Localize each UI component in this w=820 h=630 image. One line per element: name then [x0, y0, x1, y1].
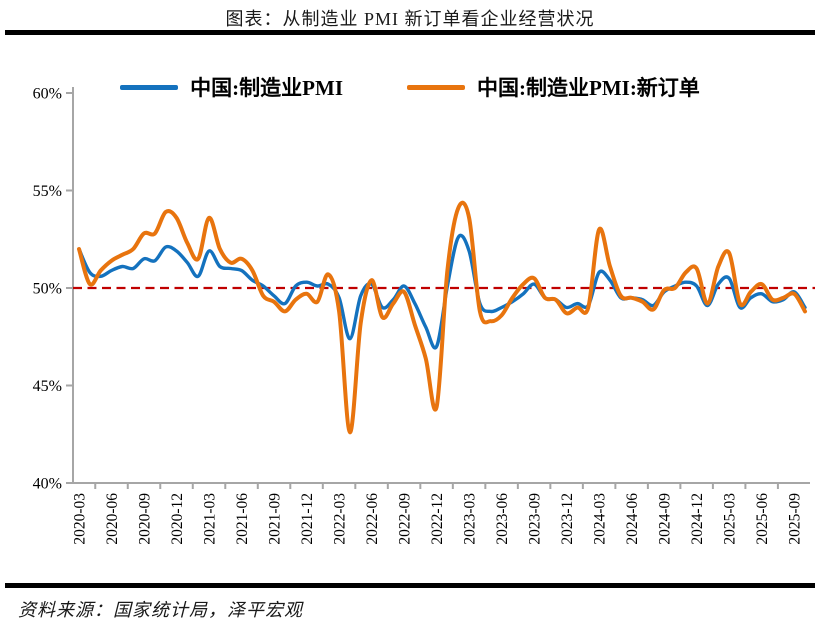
svg-text:40%: 40% — [33, 476, 62, 493]
svg-text:2024-06: 2024-06 — [624, 493, 641, 545]
svg-text:2025-09: 2025-09 — [787, 493, 804, 545]
svg-text:2021-12: 2021-12 — [299, 493, 316, 545]
source-note: 资料来源：国家统计局，泽平宏观 — [18, 600, 303, 620]
title-divider — [5, 30, 815, 35]
legend-label-pmi: 中国:制造业PMI — [190, 76, 343, 100]
svg-text:2021-09: 2021-09 — [267, 493, 284, 545]
legend-item-pmi: 中国:制造业PMI — [120, 72, 343, 102]
svg-text:50%: 50% — [33, 281, 62, 298]
svg-text:45%: 45% — [33, 378, 62, 395]
svg-text:55%: 55% — [33, 183, 62, 200]
svg-text:2023-09: 2023-09 — [527, 493, 544, 545]
svg-text:2020-06: 2020-06 — [104, 493, 121, 545]
svg-text:2023-12: 2023-12 — [559, 493, 576, 545]
legend: 中国:制造业PMI 中国:制造业PMI:新订单 — [0, 72, 820, 102]
legend-item-new-orders: 中国:制造业PMI:新订单 — [407, 72, 700, 102]
svg-text:2021-06: 2021-06 — [234, 493, 251, 545]
svg-text:2024-09: 2024-09 — [657, 493, 674, 545]
svg-text:2025-06: 2025-06 — [754, 493, 771, 545]
svg-text:2022-06: 2022-06 — [364, 493, 381, 545]
footer-divider — [5, 583, 815, 588]
svg-text:2024-03: 2024-03 — [592, 493, 609, 545]
svg-text:2025-03: 2025-03 — [722, 493, 739, 545]
svg-text:2024-12: 2024-12 — [689, 493, 706, 545]
svg-text:2020-03: 2020-03 — [72, 493, 89, 545]
svg-text:2021-03: 2021-03 — [202, 493, 219, 545]
legend-label-new-orders: 中国:制造业PMI:新订单 — [477, 76, 700, 100]
svg-text:60%: 60% — [33, 86, 62, 103]
svg-text:2023-03: 2023-03 — [462, 493, 479, 545]
svg-text:2022-09: 2022-09 — [397, 493, 414, 545]
svg-text:2020-12: 2020-12 — [169, 493, 186, 545]
chart-title: 图表：从制造业 PMI 新订单看企业经营状况 — [225, 9, 595, 29]
legend-swatch-pmi — [120, 84, 179, 90]
svg-text:2020-09: 2020-09 — [137, 493, 154, 545]
svg-text:2022-12: 2022-12 — [429, 493, 446, 545]
legend-swatch-new-orders — [407, 84, 465, 90]
svg-text:2023-06: 2023-06 — [494, 493, 511, 545]
svg-text:2022-03: 2022-03 — [332, 493, 349, 545]
